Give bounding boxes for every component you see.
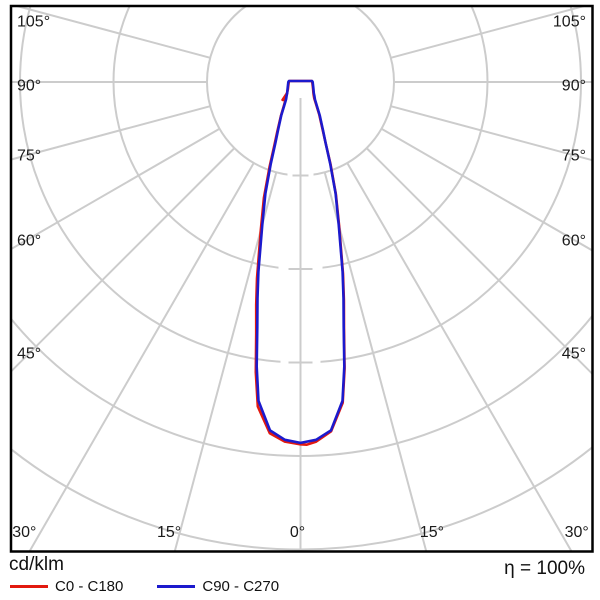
angle-label-right-60: 60°	[562, 233, 586, 250]
grid-spoke-right-30	[346, 162, 573, 552]
angle-label-left-90: 90°	[17, 78, 41, 95]
grid-spoke-left-15	[173, 172, 278, 552]
legend: C0 - C180 C90 - C270	[10, 578, 279, 595]
angle-label-left-60: 60°	[17, 233, 41, 250]
legend-label-c90-c270: C90 - C270	[202, 578, 280, 595]
angle-label-right-75: 75°	[562, 148, 586, 165]
angle-label-right-90: 90°	[562, 78, 586, 95]
angle-label-right-45: 45°	[562, 346, 586, 363]
angle-label-bottom-0: 0°	[290, 524, 305, 541]
grid-spoke-right-75	[390, 105, 593, 162]
efficiency-label: η = 100%	[504, 558, 585, 579]
unit-label: cd/klm	[9, 554, 64, 575]
c0-c180-line-swatch	[10, 585, 48, 588]
angle-label-left-105: 105°	[17, 14, 50, 31]
grid-spoke-left-45	[11, 147, 236, 373]
plot-border	[9, 4, 594, 553]
grid-spoke-left-105	[13, 6, 211, 59]
grid-spoke-right-60	[380, 127, 593, 252]
legend-label-c0-c180: C0 - C180	[55, 578, 124, 595]
angle-label-right-105: 105°	[553, 14, 586, 31]
grid-spoke-right-45	[365, 147, 593, 376]
grid-spoke-left-60	[11, 127, 221, 251]
grid-spoke-left-30	[28, 162, 255, 552]
c90-c270-line-swatch	[157, 585, 196, 588]
legend-item-c0-c180: C0 - C180	[10, 578, 123, 595]
legend-item-c90-c270: C90 - C270	[157, 578, 279, 595]
grid-spoke-right-15	[323, 172, 428, 552]
angle-label-bottom-left-15: 15°	[157, 524, 181, 541]
angle-label-left-45: 45°	[17, 346, 41, 363]
angle-label-bottom-left-30: 30°	[12, 524, 36, 541]
grid-spoke-left-75	[11, 105, 211, 161]
curve-c90-c270	[255, 79, 346, 445]
angle-label-bottom-right-30: 30°	[565, 524, 589, 541]
angle-label-left-75: 75°	[17, 148, 41, 165]
grid-spoke-right-105	[390, 6, 588, 59]
angle-label-bottom-right-15: 15°	[420, 524, 444, 541]
